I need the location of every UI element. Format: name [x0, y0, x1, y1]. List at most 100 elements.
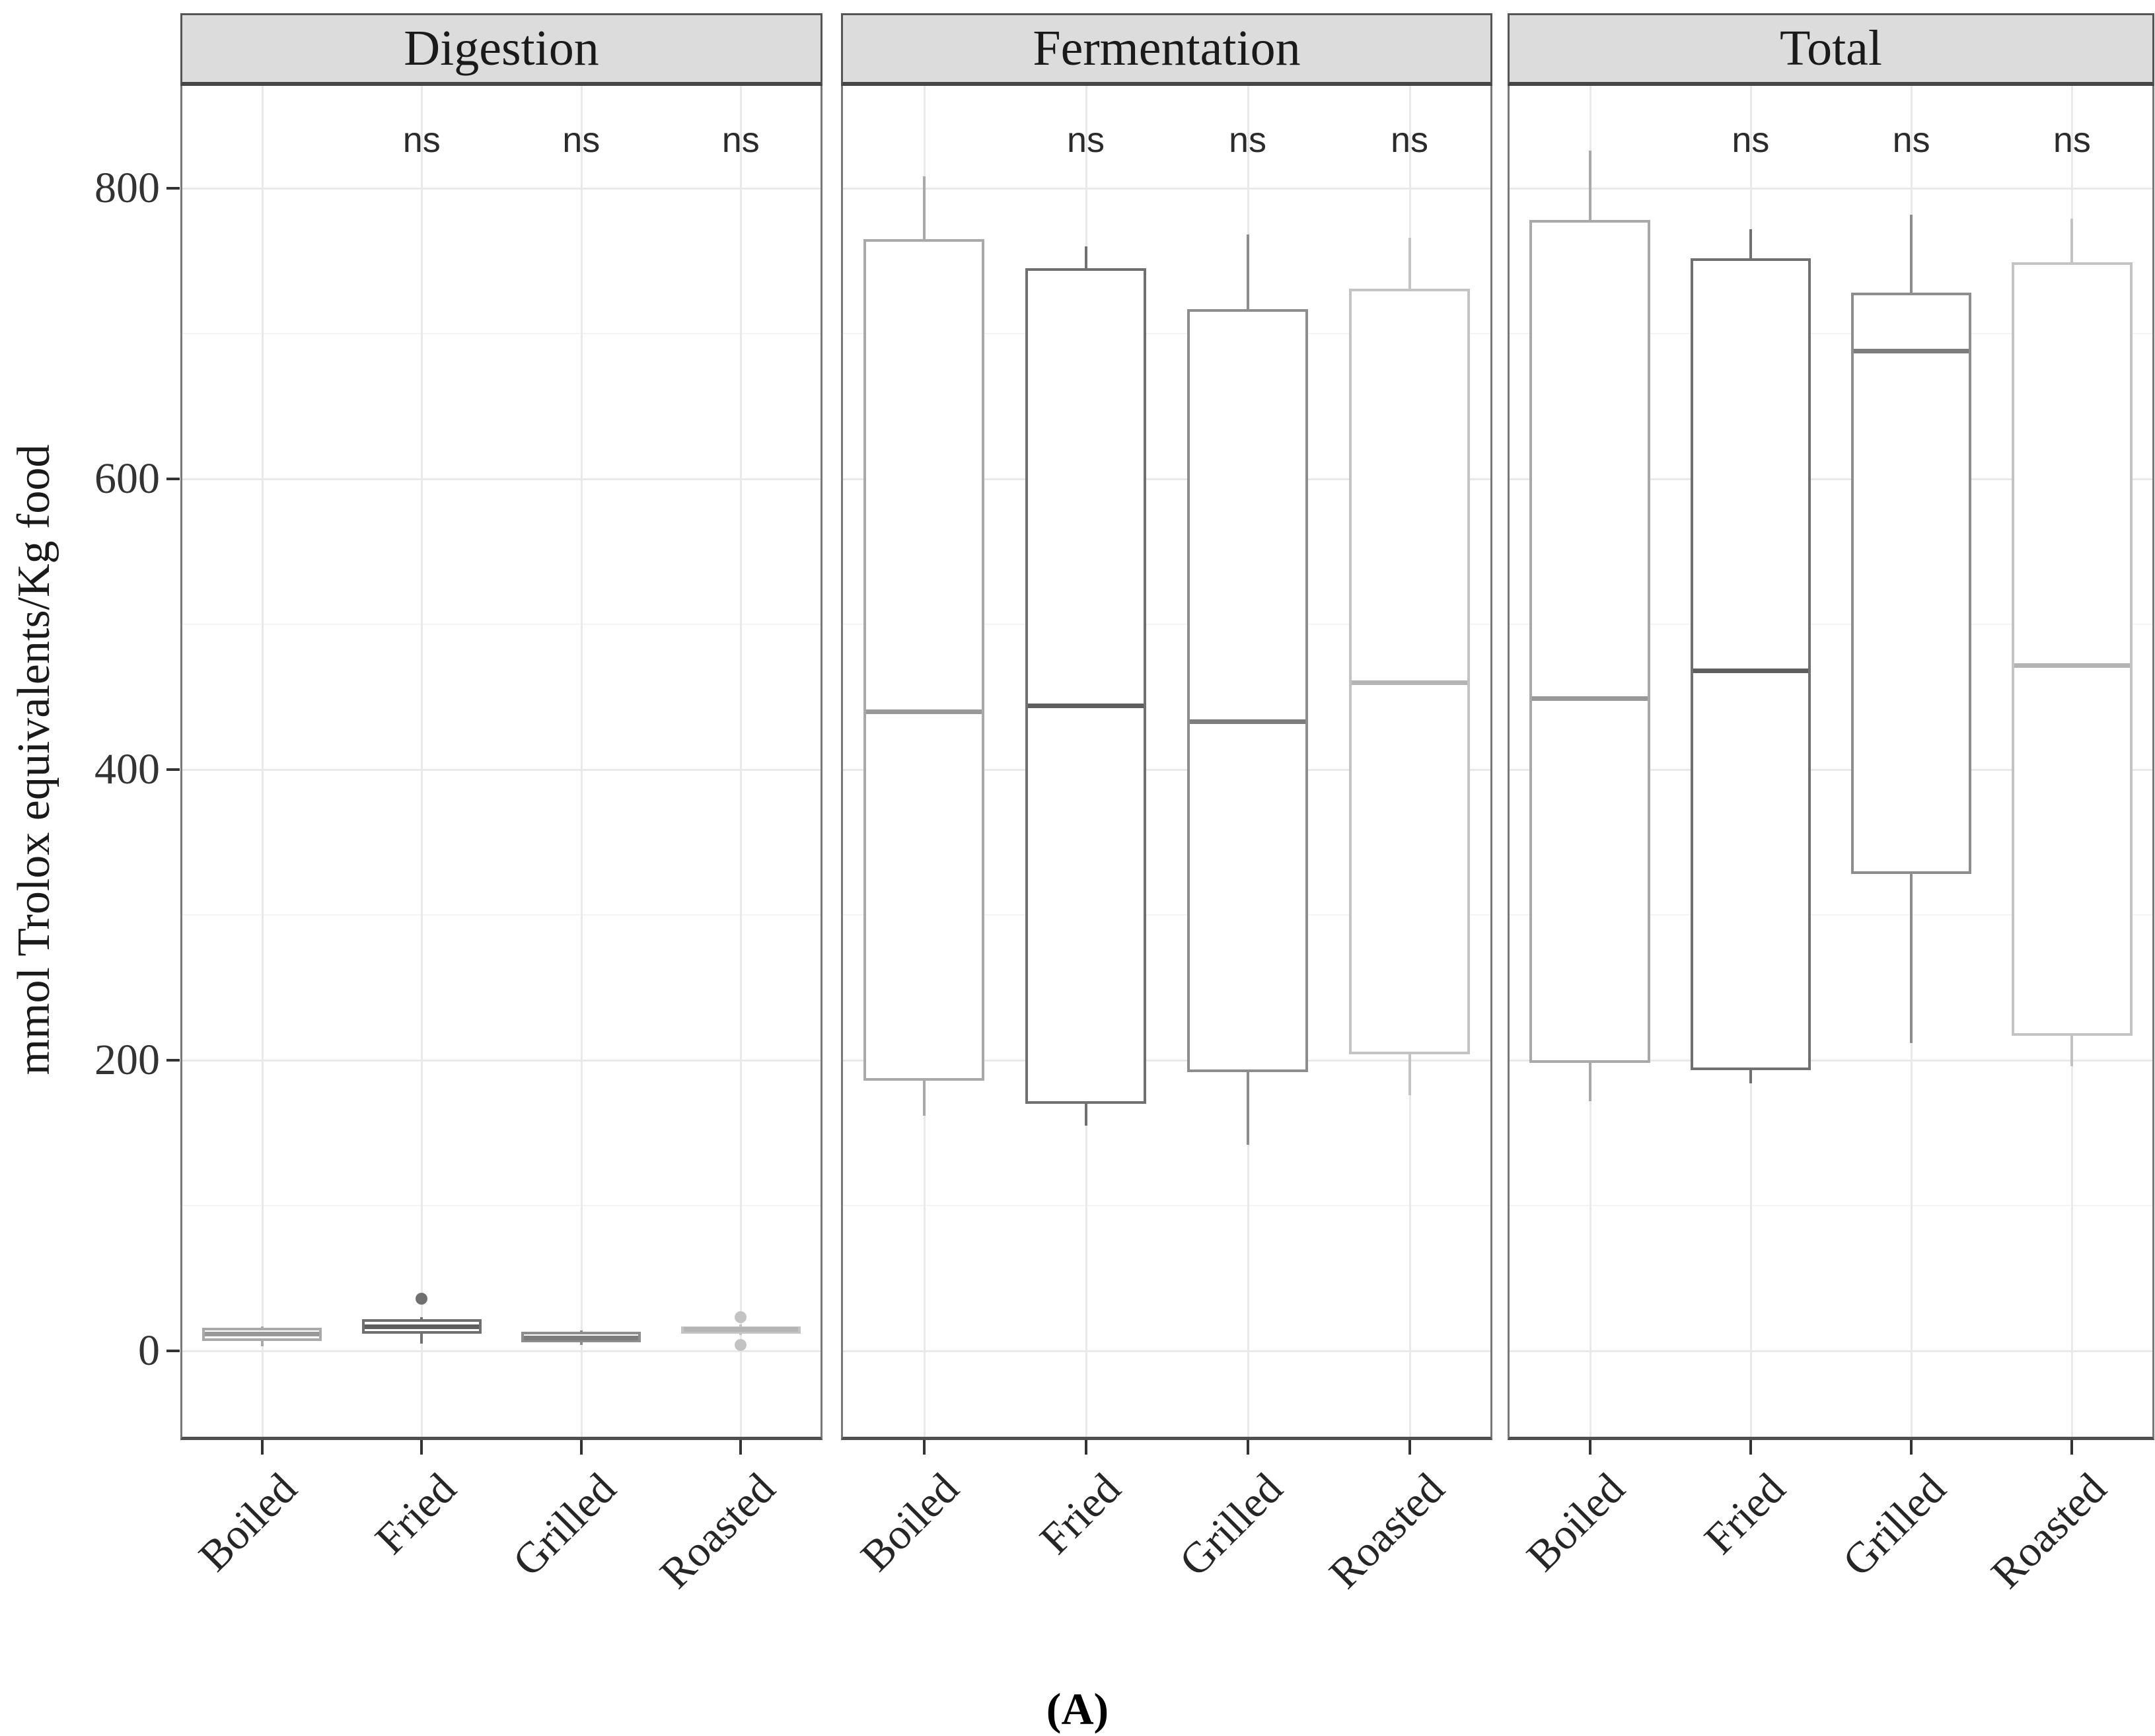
x-tick-mark — [579, 1440, 583, 1455]
x-tick-mark — [1084, 1440, 1087, 1455]
box-roasted — [1348, 288, 1471, 1055]
median-line — [1693, 669, 1809, 674]
gridline-minor — [182, 1205, 821, 1206]
outlier-point — [735, 1311, 747, 1324]
upper-whisker — [260, 1326, 264, 1328]
x-tick-label: Grilled — [1833, 1464, 1955, 1586]
x-tick-mark — [922, 1440, 926, 1455]
x-tick-mark — [260, 1440, 264, 1455]
x-tick-mark — [1749, 1440, 1752, 1455]
gridline-minor — [182, 624, 821, 625]
gridline-vertical — [261, 86, 264, 1437]
gridline-minor — [1510, 1205, 2152, 1206]
x-tick-mark — [739, 1440, 743, 1455]
gridline-major — [843, 1060, 1490, 1062]
figure-caption: (A) — [1046, 1684, 1109, 1734]
x-tick-label: Boiled — [190, 1464, 307, 1581]
gridline-minor — [182, 333, 821, 334]
gridline-major — [182, 1060, 821, 1062]
box-fried — [1690, 258, 1811, 1071]
box-boiled — [1529, 220, 1650, 1064]
gridline-minor — [182, 914, 821, 916]
gridline-major — [843, 188, 1490, 190]
ns-annotation: ns — [1390, 120, 1429, 160]
x-tick-label: Boiled — [1517, 1464, 1634, 1581]
box-boiled — [202, 1327, 322, 1341]
median-line — [205, 1331, 320, 1336]
x-tick-label: Roasted — [1319, 1464, 1453, 1598]
gridline-vertical — [740, 86, 743, 1437]
y-tick-label: 400 — [94, 745, 160, 793]
x-tick-label: Fried — [366, 1464, 466, 1564]
gridline-minor — [1510, 333, 2152, 334]
lower-whisker — [739, 1333, 743, 1335]
gridline-major — [1510, 1350, 2152, 1352]
gridline-major — [1510, 769, 2152, 771]
upper-whisker — [922, 176, 926, 239]
gridline-minor — [843, 1205, 1490, 1206]
ns-annotation: ns — [1732, 120, 1770, 160]
upper-whisker — [420, 1317, 423, 1319]
upper-whisker — [1246, 235, 1249, 309]
gridline-major — [1510, 188, 2152, 190]
lower-whisker — [260, 1340, 264, 1347]
median-line — [524, 1336, 639, 1341]
x-tick-mark — [1588, 1440, 1591, 1455]
upper-whisker — [739, 1324, 743, 1326]
ns-annotation: ns — [1228, 120, 1267, 160]
lower-whisker — [1749, 1070, 1752, 1084]
gridline-major — [843, 769, 1490, 771]
facet-strip-label: Digestion — [404, 20, 599, 76]
y-tick-mark — [166, 768, 180, 771]
facet-strip-label: Fermentation — [1033, 20, 1301, 76]
gridline-major — [182, 769, 821, 771]
y-tick-mark — [166, 1350, 180, 1352]
lower-whisker — [1246, 1071, 1249, 1145]
box-fried — [1025, 268, 1147, 1104]
gridline-minor — [1510, 624, 2152, 625]
gridline-minor — [843, 333, 1490, 334]
gridline-vertical — [580, 86, 583, 1437]
x-tick-mark — [1246, 1440, 1249, 1455]
outlier-point — [416, 1292, 428, 1305]
gridline-minor — [843, 914, 1490, 916]
gridline-major — [182, 478, 821, 480]
upper-whisker — [1084, 246, 1087, 268]
y-tick-label: 0 — [138, 1326, 160, 1375]
box-boiled — [863, 239, 985, 1081]
gridline-vertical — [421, 86, 423, 1437]
box-grilled — [1187, 308, 1309, 1072]
x-tick-label: Roasted — [1982, 1464, 2116, 1598]
median-line — [683, 1327, 798, 1332]
median-line — [865, 709, 982, 714]
outlier-point — [735, 1339, 747, 1352]
lower-whisker — [1910, 874, 1913, 1043]
gridline-major — [182, 1350, 821, 1352]
median-line — [2014, 663, 2130, 668]
ns-annotation: ns — [402, 120, 441, 160]
facet-strip: Total — [1508, 13, 2154, 86]
upper-whisker — [1910, 214, 1913, 293]
x-tick-mark — [2070, 1440, 2074, 1455]
gridline-major — [843, 1350, 1490, 1352]
box-roasted — [680, 1326, 801, 1334]
y-tick-mark — [166, 1059, 180, 1062]
lower-whisker — [922, 1080, 926, 1116]
x-tick-label: Grilled — [1170, 1464, 1292, 1586]
ns-annotation: ns — [562, 120, 601, 160]
x-tick-label: Grilled — [503, 1464, 626, 1586]
facet-strip: Digestion — [180, 13, 822, 86]
y-tick-mark — [166, 187, 180, 190]
y-tick-label: 200 — [94, 1036, 160, 1084]
upper-whisker — [1588, 150, 1591, 221]
lower-whisker — [1084, 1104, 1087, 1126]
median-line — [364, 1324, 479, 1329]
y-tick-label: 800 — [94, 164, 160, 212]
lower-whisker — [1408, 1054, 1411, 1095]
box-grilled — [1850, 293, 1972, 875]
facet-panel — [1508, 86, 2154, 1440]
ns-annotation: ns — [721, 120, 760, 160]
lower-whisker — [2070, 1035, 2074, 1066]
ns-annotation: ns — [2053, 120, 2091, 160]
